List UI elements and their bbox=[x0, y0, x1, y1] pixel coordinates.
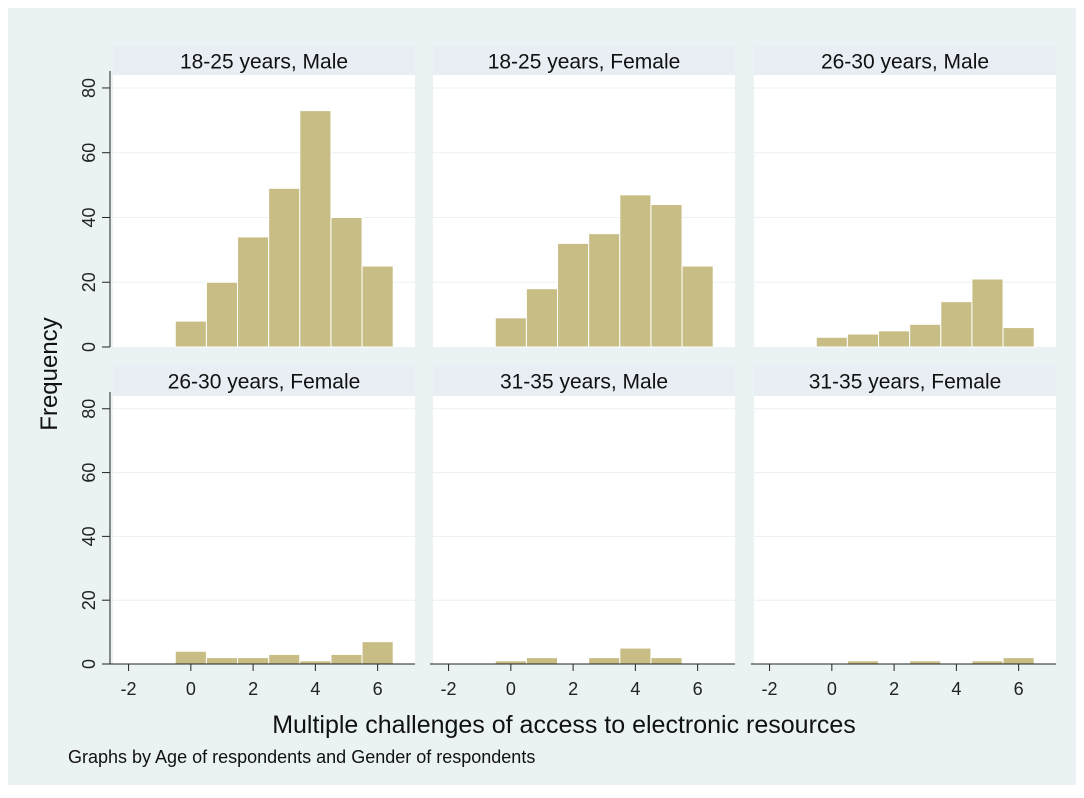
histogram-bar bbox=[525, 288, 559, 348]
y-axis-title: Frequency bbox=[36, 317, 63, 430]
panel-title: 18-25 years, Female bbox=[488, 51, 681, 74]
x-tick-label: -2 bbox=[762, 679, 778, 699]
y-tick-label: 0 bbox=[79, 659, 99, 669]
histogram-bar bbox=[174, 650, 207, 665]
y-tick-label: 80 bbox=[79, 78, 99, 98]
x-tick-label: 6 bbox=[1014, 679, 1024, 699]
histogram-bar bbox=[237, 236, 270, 348]
histogram-bar bbox=[940, 301, 973, 348]
panel-title-strip bbox=[754, 46, 1056, 75]
x-tick-label: 2 bbox=[568, 679, 578, 699]
histogram-bar bbox=[299, 110, 332, 348]
y-tick-label: 20 bbox=[79, 272, 99, 292]
y-tick-label: 0 bbox=[79, 342, 99, 352]
histogram-bar bbox=[205, 657, 239, 665]
panel-plot-area bbox=[433, 396, 735, 664]
x-tick-label: -2 bbox=[121, 679, 137, 699]
histogram-bar bbox=[361, 265, 394, 348]
x-tick-label: 4 bbox=[630, 679, 640, 699]
x-tick-label: 2 bbox=[889, 679, 899, 699]
y-tick-label: 40 bbox=[79, 207, 99, 227]
panel-plot-area bbox=[113, 396, 415, 664]
y-tick-label: 80 bbox=[79, 399, 99, 419]
histogram-bar bbox=[878, 330, 911, 348]
y-tick-label: 40 bbox=[79, 526, 99, 546]
x-tick-label: 2 bbox=[248, 679, 258, 699]
histogram-bar bbox=[1002, 327, 1035, 348]
histogram-bar bbox=[237, 657, 270, 665]
panel-title: 18-25 years, Male bbox=[180, 51, 348, 74]
x-tick-label: 4 bbox=[951, 679, 961, 699]
histogram-bar bbox=[588, 657, 621, 665]
histogram-bar bbox=[494, 317, 527, 348]
histogram-bar bbox=[909, 323, 942, 348]
x-tick-label: -2 bbox=[441, 679, 457, 699]
histogram-bar bbox=[330, 653, 363, 665]
panel-title: 31-35 years, Female bbox=[809, 371, 1002, 394]
x-axis-title: Multiple challenges of access to electro… bbox=[272, 711, 856, 739]
histogram-bar bbox=[619, 647, 652, 665]
y-tick-label: 60 bbox=[79, 463, 99, 483]
x-tick-label: 0 bbox=[186, 679, 196, 699]
panel-title: 26-30 years, Female bbox=[168, 371, 361, 394]
histogram-bar bbox=[681, 265, 714, 348]
histogram-bar bbox=[971, 278, 1004, 348]
panel-title-strip bbox=[113, 365, 415, 396]
histogram-bar bbox=[846, 333, 880, 348]
histogram-bar bbox=[330, 216, 363, 348]
panel-title-strip bbox=[754, 365, 1056, 396]
x-tick-label: 6 bbox=[373, 679, 383, 699]
histogram-bar bbox=[650, 204, 683, 348]
histogram-bar bbox=[268, 187, 301, 348]
histogram-bar bbox=[557, 242, 590, 348]
panel-title-strip bbox=[433, 365, 735, 396]
figure-note: Graphs by Age of respondents and Gender … bbox=[68, 747, 535, 767]
panel-title-strip bbox=[113, 46, 415, 75]
histogram-bar bbox=[815, 336, 848, 348]
panel-plot-area bbox=[754, 396, 1056, 664]
panel-title-strip bbox=[433, 46, 735, 75]
y-tick-label: 60 bbox=[79, 143, 99, 163]
x-tick-label: 6 bbox=[693, 679, 703, 699]
panel-title: 26-30 years, Male bbox=[821, 51, 989, 74]
x-tick-label: 4 bbox=[310, 679, 320, 699]
histogram-bar bbox=[525, 657, 559, 665]
x-tick-label: 0 bbox=[506, 679, 516, 699]
histogram-bar bbox=[268, 653, 301, 665]
histogram-bar bbox=[174, 320, 207, 348]
panel-title: 31-35 years, Male bbox=[500, 371, 668, 394]
histogram-bar bbox=[205, 281, 239, 348]
histogram-bar bbox=[361, 641, 394, 665]
histogram-bar bbox=[619, 194, 652, 348]
histogram-bar bbox=[650, 657, 683, 665]
x-tick-label: 0 bbox=[827, 679, 837, 699]
histogram-bar bbox=[1002, 657, 1035, 665]
histogram-bar bbox=[588, 233, 621, 348]
y-tick-label: 20 bbox=[79, 590, 99, 610]
panel-plot-area bbox=[754, 75, 1056, 347]
